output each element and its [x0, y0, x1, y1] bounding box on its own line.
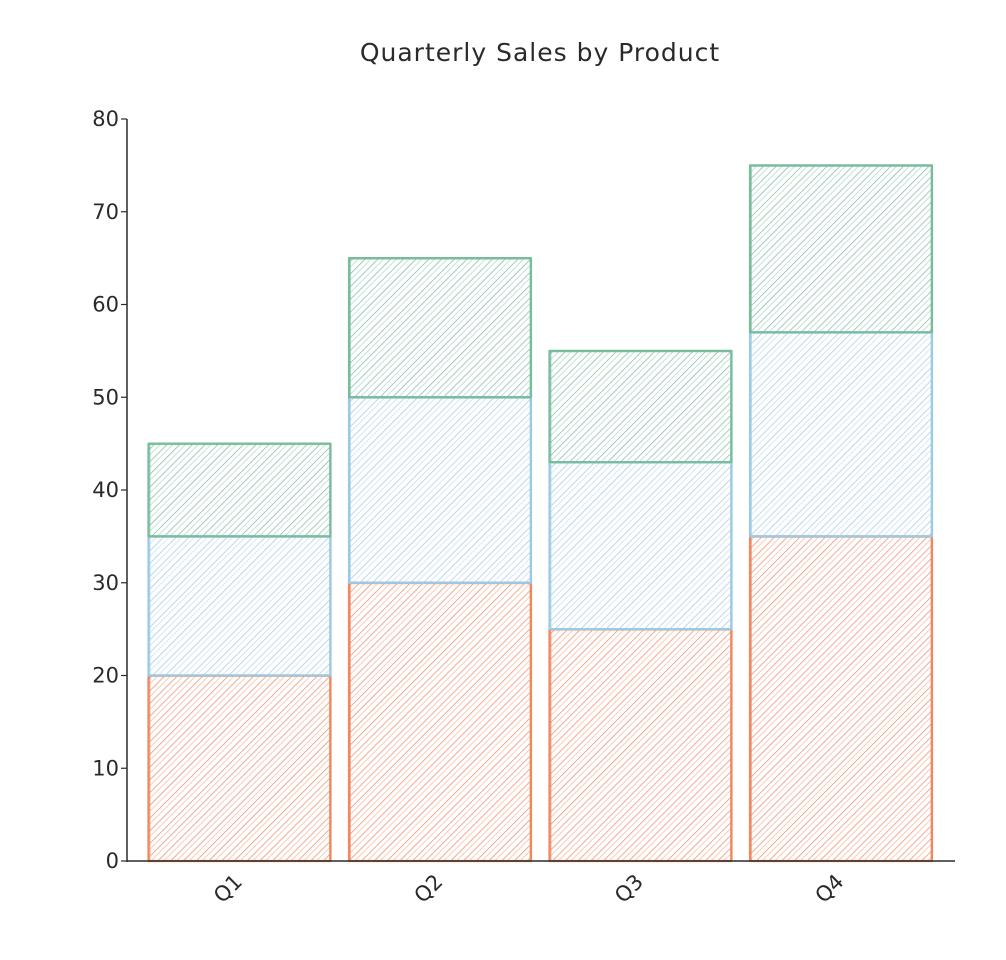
y-tick-label: 0: [106, 849, 119, 873]
bar-q3-series-1: [548, 628, 733, 863]
y-tick-label: 10: [92, 756, 119, 780]
x-tick-label: Q3: [610, 870, 648, 908]
bar-q3-series-3: [548, 349, 733, 464]
bar-q4-series-1: [748, 535, 934, 863]
x-tick-label: Q4: [810, 870, 848, 908]
y-tick-label: 30: [92, 571, 119, 595]
bars-layer: [147, 164, 934, 863]
bar-q1-series-1: [147, 674, 332, 863]
bar-q4-series-2: [748, 331, 934, 538]
chart-title: Quarterly Sales by Product: [359, 38, 721, 67]
y-tick-label: 50: [92, 385, 119, 409]
bar-q4-series-3: [748, 164, 934, 334]
y-tick-label: 70: [92, 200, 119, 224]
bar-q1-series-2: [147, 535, 332, 677]
bar-q2-series-3: [347, 257, 533, 399]
bar-q2-series-2: [347, 396, 533, 584]
y-tick-label: 80: [92, 107, 119, 131]
y-tick-label: 40: [92, 478, 119, 502]
y-tick-label: 20: [92, 664, 119, 688]
bar-q2-series-1: [347, 581, 533, 863]
bar-q3-series-2: [548, 461, 733, 631]
x-tick-label: Q1: [209, 870, 247, 908]
y-tick-label: 60: [92, 293, 119, 317]
bar-q1-series-3: [147, 442, 332, 538]
x-tick-label: Q2: [409, 870, 447, 908]
